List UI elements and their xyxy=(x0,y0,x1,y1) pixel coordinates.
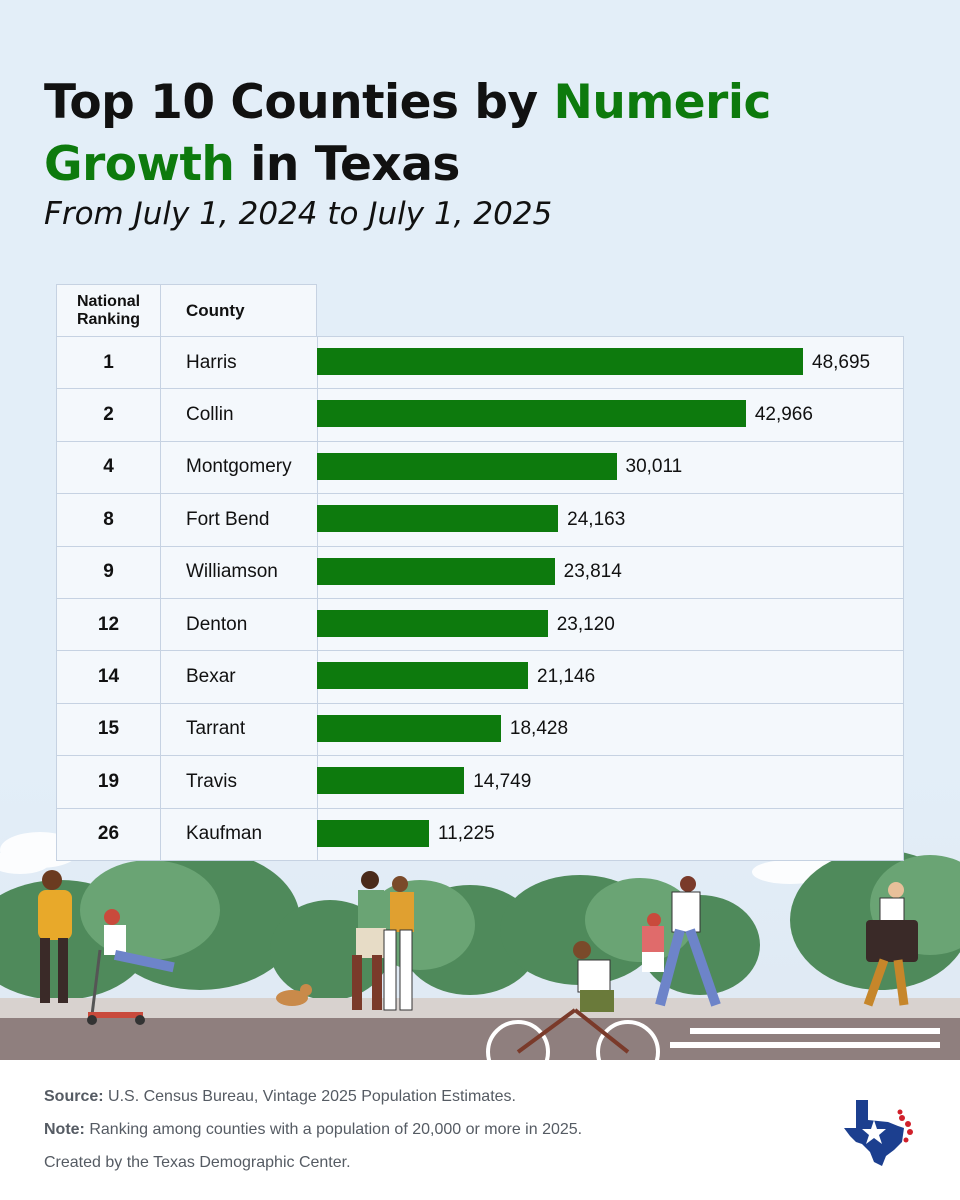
footer-credit: Created by the Texas Demographic Center. xyxy=(44,1154,351,1171)
table-rows: 1 Harris 48,695 2 Collin 42,966 4 Montgomery 30,… xyxy=(56,336,904,861)
bar xyxy=(317,348,803,375)
bar-value-label: 18,428 xyxy=(509,718,569,740)
bar-value-label: 21,146 xyxy=(537,666,596,688)
ranking-table: National Ranking County 1 Harris 48,695 2 Co… xyxy=(56,284,904,861)
bar-cell: 14,749 xyxy=(317,756,903,807)
bar-value-label: 23,814 xyxy=(563,561,622,583)
bar-value-label: 11,225 xyxy=(438,823,495,845)
bar-value-label: 24,163 xyxy=(567,508,626,530)
title-part2: in Texas xyxy=(234,137,460,192)
bar-value-label: 14,749 xyxy=(473,770,532,792)
rank-cell: 12 xyxy=(57,598,161,651)
county-cell: Harris xyxy=(161,337,318,389)
title-accent2: Growth xyxy=(44,137,235,192)
county-cell: Kaufman xyxy=(161,808,318,860)
street-scene-illustration xyxy=(0,832,960,1060)
bar-value-label: 42,966 xyxy=(754,404,813,426)
title-part1: Top 10 Counties by xyxy=(44,75,554,130)
table-row: 1 Harris 48,695 xyxy=(57,337,903,390)
table-row: 12 Denton 23,120 xyxy=(57,598,903,652)
table-row: 9 Williamson 23,814 xyxy=(57,546,903,599)
rank-cell: 2 xyxy=(57,389,161,441)
county-cell: Williamson xyxy=(161,546,318,598)
rank-cell: 26 xyxy=(57,808,161,860)
rank-cell: 4 xyxy=(57,441,161,494)
header-county: County xyxy=(160,284,317,337)
bar xyxy=(317,819,430,847)
county-cell: Travis xyxy=(161,756,318,808)
bar-value-label: 48,695 xyxy=(812,351,871,373)
table-row: 8 Fort Bend 24,163 xyxy=(57,494,903,547)
bar-cell: 30,011 xyxy=(317,442,903,493)
bar xyxy=(317,714,501,742)
county-cell: Denton xyxy=(161,598,318,651)
footer-source-label: Source: xyxy=(44,1088,104,1105)
rank-cell: 8 xyxy=(57,494,161,546)
table-row: 19 Travis 14,749 xyxy=(57,756,903,809)
table-row: 14 Bexar 21,146 xyxy=(57,651,903,704)
county-cell: Fort Bend xyxy=(161,494,318,546)
county-cell: Bexar xyxy=(161,651,318,703)
rank-cell: 1 xyxy=(57,337,161,389)
county-cell: Collin xyxy=(161,389,318,441)
footer-source-text: U.S. Census Bureau, Vintage 2025 Populat… xyxy=(103,1088,516,1105)
county-cell: Tarrant xyxy=(161,703,318,756)
bar-cell: 24,163 xyxy=(317,494,903,545)
footer-note-label: Note: xyxy=(44,1121,85,1138)
bar xyxy=(317,662,529,690)
bar-cell: 23,120 xyxy=(317,599,903,650)
title-accent1: Numeric xyxy=(553,75,772,130)
bar xyxy=(317,452,617,480)
bar xyxy=(317,505,559,533)
rank-cell: 14 xyxy=(57,651,161,703)
bar-cell: 11,225 xyxy=(317,809,903,860)
county-cell: Montgomery xyxy=(161,441,318,494)
bar xyxy=(317,767,465,795)
bar-value-label: 23,120 xyxy=(556,613,615,635)
page-subtitle: From July 1, 2024 to July 1, 2025 xyxy=(44,196,553,232)
bar-cell: 42,966 xyxy=(317,389,903,440)
footer-note-text: Ranking among counties with a population… xyxy=(84,1121,583,1138)
table-row: 2 Collin 42,966 xyxy=(57,389,903,442)
footer: Source: U.S. Census Bureau, Vintage 2025… xyxy=(44,1080,582,1179)
rank-cell: 9 xyxy=(57,546,161,598)
page-title: Top 10 Counties by Numeric Growth in Texa… xyxy=(44,72,904,196)
table-row: 15 Tarrant 18,428 xyxy=(57,703,903,757)
bar-value-label: 30,011 xyxy=(625,456,683,478)
bar-cell: 21,146 xyxy=(317,651,903,702)
texas-state-icon xyxy=(844,1100,913,1166)
bar xyxy=(317,609,548,637)
rank-cell: 15 xyxy=(57,703,161,756)
bar-cell: 18,428 xyxy=(317,704,903,755)
table-row: 4 Montgomery 30,011 xyxy=(57,441,903,495)
header-national-ranking: National Ranking xyxy=(56,284,161,337)
bar-cell: 48,695 xyxy=(317,337,903,388)
footer-note: Note: Ranking among counties with a popu… xyxy=(44,1113,582,1146)
bar-cell: 23,814 xyxy=(317,547,903,598)
rank-cell: 19 xyxy=(57,756,161,808)
table-row: 26 Kaufman 11,225 xyxy=(57,808,903,861)
bar xyxy=(317,557,555,585)
footer-source: Source: U.S. Census Bureau, Vintage 2025… xyxy=(44,1080,582,1113)
bar xyxy=(317,400,746,428)
